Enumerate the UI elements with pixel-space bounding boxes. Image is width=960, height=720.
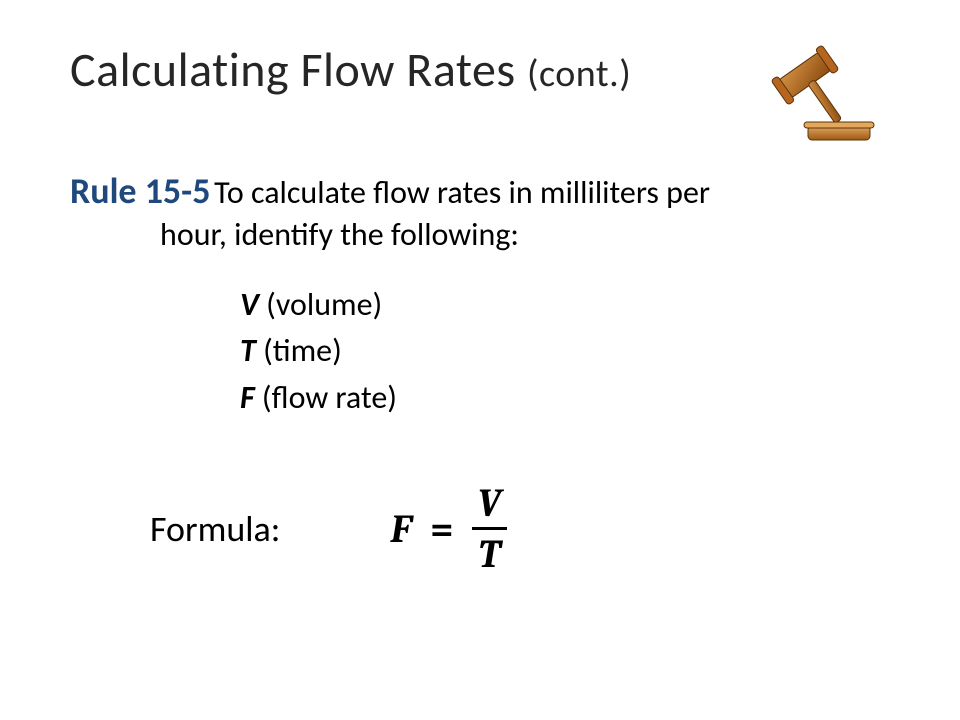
formula-denominator: T xyxy=(472,530,507,576)
list-item: V (volume) xyxy=(240,282,890,328)
formula-label: Formula: xyxy=(150,507,280,551)
rule-line-1: Rule 15-5 To calculate flow rates in mil… xyxy=(70,169,890,213)
var-sym: V xyxy=(240,285,259,324)
title-main: Calculating Flow Rates xyxy=(70,40,527,99)
rule-block: Rule 15-5 To calculate flow rates in mil… xyxy=(70,169,890,254)
gavel-icon xyxy=(750,40,880,150)
title-row: Calculating Flow Rates (cont.) xyxy=(70,40,890,99)
formula-fraction: V T xyxy=(472,481,508,576)
formula-expression: F = V T xyxy=(390,481,507,576)
variable-list: V (volume) T (time) F (flow rate) xyxy=(70,282,890,421)
rule-text-2: hour, identify the following: xyxy=(70,215,890,254)
formula-lhs: F xyxy=(390,506,412,552)
var-sym: T xyxy=(240,331,256,370)
rule-label: Rule 15-5 xyxy=(70,169,210,213)
equals-sign: = xyxy=(430,506,454,552)
var-sym: F xyxy=(240,378,255,417)
rule-text-1: To calculate flow rates in milliliters p… xyxy=(214,173,710,212)
var-desc: (flow rate) xyxy=(255,378,397,417)
formula-numerator: V xyxy=(472,481,508,527)
var-desc: (volume) xyxy=(259,285,382,324)
list-item: T (time) xyxy=(240,328,890,374)
formula-row: Formula: F = V T xyxy=(70,481,890,576)
slide: Calculating Flow Rates (cont.) xyxy=(0,0,960,720)
title-cont: (cont.) xyxy=(527,51,631,97)
list-item: F (flow rate) xyxy=(240,375,890,421)
var-desc: (time) xyxy=(256,331,342,370)
